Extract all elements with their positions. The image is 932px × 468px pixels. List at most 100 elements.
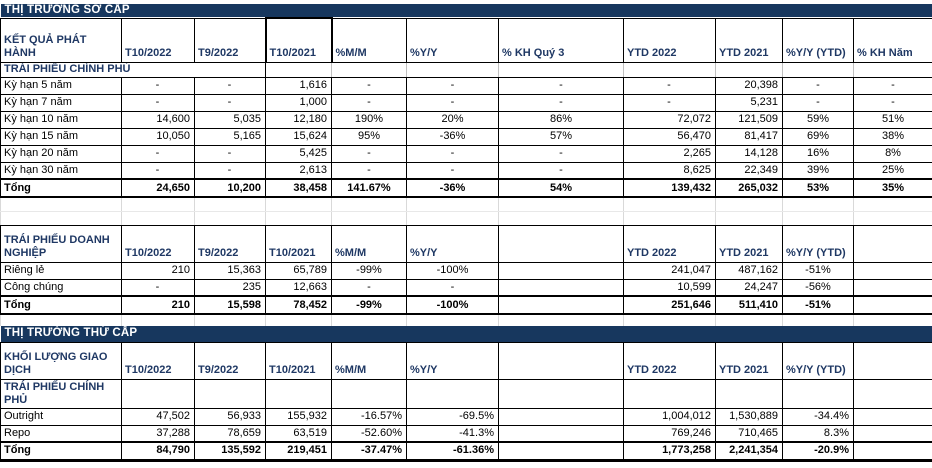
row-label-cell[interactable]: Outright xyxy=(0,407,122,426)
group-label-government-bonds[interactable]: TRÁI PHIẾU CHÍNH PHỦ xyxy=(0,378,122,409)
data-cell[interactable]: 24,247 xyxy=(715,278,783,297)
data-cell[interactable]: 1,004,012 xyxy=(623,407,716,426)
data-cell[interactable]: 10,599 xyxy=(623,278,716,297)
data-cell[interactable]: - xyxy=(121,278,195,297)
data-cell[interactable]: - xyxy=(782,93,854,112)
data-cell[interactable]: 710,465 xyxy=(715,424,783,443)
total-cell[interactable]: -61.36% xyxy=(406,441,499,462)
total-label-cell[interactable]: Tổng xyxy=(0,441,122,462)
header-cell-yy[interactable]: %Y/Y xyxy=(406,17,499,63)
data-cell[interactable]: 37,288 xyxy=(121,424,195,443)
header-cell-yy[interactable]: %Y/Y xyxy=(406,341,499,380)
data-cell[interactable]: - xyxy=(782,76,854,95)
data-cell[interactable]: 25% xyxy=(852,161,932,180)
total-cell[interactable] xyxy=(498,441,624,462)
data-cell[interactable]: 10,050 xyxy=(121,127,195,146)
header-cell-t10-2021[interactable]: T10/2021 xyxy=(264,17,333,63)
total-cell[interactable]: -37.47% xyxy=(331,441,407,462)
data-cell[interactable]: - xyxy=(331,161,407,180)
total-cell[interactable]: 141.67% xyxy=(331,178,407,198)
data-cell[interactable]: 190% xyxy=(331,110,407,129)
total-label-cell[interactable]: Tổng xyxy=(0,295,122,315)
data-cell[interactable]: 57% xyxy=(498,127,624,146)
data-cell[interactable]: - xyxy=(852,93,932,112)
group-label-government-bonds[interactable]: TRÁI PHIẾU CHÍNH PHỦ xyxy=(0,61,266,78)
header-cell-t9-2022[interactable]: T9/2022 xyxy=(194,224,266,263)
data-cell[interactable]: - xyxy=(498,161,624,180)
row-label-cell[interactable]: Kỳ hạn 15 năm xyxy=(0,127,122,146)
data-cell[interactable]: - xyxy=(406,278,499,297)
data-cell[interactable] xyxy=(852,278,932,297)
data-cell[interactable]: 5,231 xyxy=(715,93,783,112)
header-cell-yy-ytd[interactable]: %Y/Y (YTD) xyxy=(782,341,854,380)
data-cell[interactable]: 16% xyxy=(782,144,854,163)
data-cell[interactable]: - xyxy=(194,93,266,112)
data-cell[interactable]: 95% xyxy=(331,127,407,146)
primary-table-title-cell[interactable]: KẾT QUẢ PHÁT HÀNH xyxy=(0,17,122,63)
data-cell[interactable]: - xyxy=(623,93,716,112)
total-cell[interactable]: 10,200 xyxy=(194,178,266,198)
data-cell[interactable]: - xyxy=(406,144,499,163)
data-cell[interactable]: 56,933 xyxy=(194,407,266,426)
total-cell[interactable] xyxy=(852,441,932,462)
total-cell[interactable]: -100% xyxy=(406,295,499,315)
total-cell[interactable]: 265,032 xyxy=(715,178,783,198)
data-cell[interactable] xyxy=(852,261,932,280)
header-cell-kh-nam[interactable]: % KH Năm xyxy=(852,17,932,63)
total-cell[interactable]: 35% xyxy=(852,178,932,198)
data-cell[interactable]: - xyxy=(406,76,499,95)
corporate-table-title-cell[interactable]: TRÁI PHIẾU DOANH NGHIỆP xyxy=(0,224,122,263)
header-cell-yy[interactable]: %Y/Y xyxy=(406,224,499,263)
total-cell[interactable]: 2,241,354 xyxy=(715,441,783,462)
total-cell[interactable]: 15,598 xyxy=(194,295,266,315)
data-cell[interactable]: -51% xyxy=(782,261,854,280)
total-cell[interactable]: 54% xyxy=(498,178,624,198)
header-cell-yy-ytd[interactable]: %Y/Y (YTD) xyxy=(782,17,854,63)
header-cell-mm[interactable]: %M/M xyxy=(331,224,407,263)
data-cell[interactable] xyxy=(498,278,624,297)
data-cell[interactable]: 86% xyxy=(498,110,624,129)
data-cell[interactable]: 1,530,889 xyxy=(715,407,783,426)
data-cell[interactable]: - xyxy=(121,161,195,180)
header-cell-mm[interactable]: %M/M xyxy=(331,341,407,380)
row-label-cell[interactable]: Công chúng xyxy=(0,278,122,297)
data-cell[interactable]: 78,659 xyxy=(194,424,266,443)
row-label-cell[interactable]: Repo xyxy=(0,424,122,443)
data-cell[interactable]: -41.3% xyxy=(406,424,499,443)
row-label-cell[interactable]: Kỳ hạn 5 năm xyxy=(0,76,122,95)
data-cell[interactable]: -52.60% xyxy=(331,424,407,443)
data-cell[interactable]: 769,246 xyxy=(623,424,716,443)
data-cell[interactable]: 5,425 xyxy=(265,144,332,163)
data-cell[interactable]: - xyxy=(498,144,624,163)
data-cell[interactable]: 8.3% xyxy=(782,424,854,443)
data-cell[interactable]: -69.5% xyxy=(406,407,499,426)
total-cell[interactable]: 511,410 xyxy=(715,295,783,315)
data-cell[interactable]: 51% xyxy=(852,110,932,129)
data-cell[interactable]: 5,035 xyxy=(194,110,266,129)
total-cell[interactable]: 210 xyxy=(121,295,195,315)
total-cell[interactable]: 135,592 xyxy=(194,441,266,462)
data-cell[interactable]: - xyxy=(852,76,932,95)
header-cell-mm[interactable]: %M/M xyxy=(331,17,407,63)
data-cell[interactable]: 14,600 xyxy=(121,110,195,129)
data-cell[interactable] xyxy=(498,407,624,426)
data-cell[interactable]: -56% xyxy=(782,278,854,297)
data-cell[interactable]: - xyxy=(623,76,716,95)
data-cell[interactable]: 22,349 xyxy=(715,161,783,180)
data-cell[interactable]: 2,265 xyxy=(623,144,716,163)
data-cell[interactable]: 72,072 xyxy=(623,110,716,129)
data-cell[interactable]: 155,932 xyxy=(265,407,332,426)
data-cell[interactable]: 15,624 xyxy=(265,127,332,146)
data-cell[interactable]: - xyxy=(498,76,624,95)
total-cell[interactable]: 38,458 xyxy=(265,178,332,198)
total-cell[interactable]: -99% xyxy=(331,295,407,315)
data-cell[interactable]: 235 xyxy=(194,278,266,297)
data-cell[interactable]: 20,398 xyxy=(715,76,783,95)
data-cell[interactable]: - xyxy=(121,93,195,112)
header-cell-yy-ytd[interactable]: %Y/Y (YTD) xyxy=(782,224,854,263)
data-cell[interactable]: 8% xyxy=(852,144,932,163)
data-cell[interactable]: -36% xyxy=(406,127,499,146)
data-cell[interactable]: 20% xyxy=(406,110,499,129)
data-cell[interactable]: -16.57% xyxy=(331,407,407,426)
data-cell[interactable]: 5,165 xyxy=(194,127,266,146)
